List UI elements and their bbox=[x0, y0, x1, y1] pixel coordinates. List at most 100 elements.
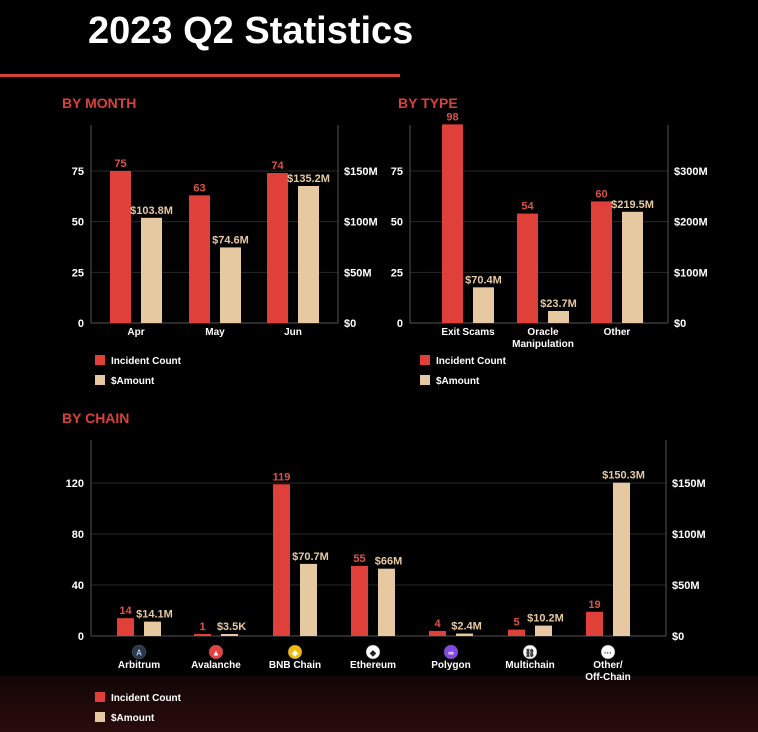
category-label: Off-Chain bbox=[585, 672, 631, 683]
right-tick-label: $0 bbox=[672, 631, 684, 643]
arbitrum-icon-glyph: A bbox=[136, 649, 142, 658]
right-tick-label: $150M bbox=[672, 478, 706, 490]
left-tick-label: 120 bbox=[66, 478, 84, 490]
arbitrum-icon bbox=[131, 644, 147, 660]
right-tick-label: $100M bbox=[674, 267, 708, 279]
incident-count-label: 1 bbox=[199, 621, 205, 633]
left-tick-label: 40 bbox=[72, 580, 84, 592]
legend-swatch-amount bbox=[95, 712, 105, 722]
bnb-chain-icon bbox=[287, 644, 303, 660]
category-label: Polygon bbox=[431, 660, 470, 671]
right-tick-label: $50M bbox=[672, 580, 700, 592]
amount-label: $10.2M bbox=[527, 613, 564, 625]
amount-bar bbox=[613, 482, 630, 636]
amount-bar bbox=[378, 568, 395, 636]
avalanche-icon bbox=[208, 644, 224, 660]
incident-count-label: 63 bbox=[193, 182, 205, 194]
legend-swatch-amount bbox=[420, 375, 430, 385]
category-label: Ethereum bbox=[350, 660, 396, 671]
category-label: Avalanche bbox=[191, 660, 241, 671]
amount-bar bbox=[298, 185, 319, 323]
amount-label: $135.2M bbox=[287, 173, 330, 185]
incident-count-label: 98 bbox=[446, 111, 458, 123]
other-icon-glyph: ··· bbox=[604, 649, 612, 658]
legend-label-amount: $Amount bbox=[111, 376, 155, 387]
left-tick-label: 50 bbox=[72, 217, 84, 229]
amount-bar bbox=[141, 217, 162, 323]
incident-count-label: 75 bbox=[114, 158, 126, 170]
left-tick-label: 75 bbox=[72, 166, 84, 178]
other-icon bbox=[600, 644, 616, 660]
amount-bar bbox=[548, 310, 569, 323]
left-tick-label: 50 bbox=[391, 217, 403, 229]
right-tick-label: $300M bbox=[674, 166, 708, 178]
legend-label-incident-count: Incident Count bbox=[111, 356, 182, 367]
incident-count-label: 5 bbox=[513, 617, 519, 629]
right-tick-label: $0 bbox=[344, 318, 356, 330]
legend-label-incident-count: Incident Count bbox=[111, 693, 182, 704]
amount-bar bbox=[144, 621, 161, 636]
left-tick-label: 75 bbox=[391, 166, 403, 178]
left-tick-label: 25 bbox=[72, 267, 84, 279]
incident-count-label: 60 bbox=[595, 188, 607, 200]
amount-label: $14.1M bbox=[136, 609, 173, 621]
page-title: 2023 Q2 Statistics bbox=[88, 10, 414, 52]
amount-label: $103.8M bbox=[130, 205, 173, 217]
amount-bar bbox=[220, 247, 241, 323]
amount-bar bbox=[300, 563, 317, 636]
right-tick-label: $0 bbox=[674, 318, 686, 330]
polygon-icon-glyph: ∞ bbox=[448, 649, 454, 658]
incident-count-bar bbox=[189, 195, 210, 323]
title-divider bbox=[0, 74, 400, 77]
left-tick-label: 0 bbox=[78, 631, 84, 643]
amount-label: $74.6M bbox=[212, 234, 249, 246]
incident-count-label: 19 bbox=[588, 599, 600, 611]
legend-swatch-incident-count bbox=[420, 355, 430, 365]
amount-label: $2.4M bbox=[451, 621, 482, 633]
section-heading-by-month: BY MONTH bbox=[62, 95, 137, 111]
ethereum-icon-glyph: ◆ bbox=[369, 649, 377, 658]
incident-count-bar bbox=[194, 634, 211, 636]
category-label: Arbitrum bbox=[118, 660, 160, 671]
right-tick-label: $200M bbox=[674, 217, 708, 229]
amount-label: $3.5K bbox=[217, 621, 246, 633]
category-label: Other/ bbox=[593, 660, 623, 671]
right-tick-label: $100M bbox=[344, 217, 378, 229]
incident-count-bar bbox=[110, 171, 131, 323]
incident-count-label: 4 bbox=[434, 618, 441, 630]
ethereum-icon bbox=[365, 644, 381, 660]
incident-count-bar bbox=[442, 124, 463, 324]
category-label: Manipulation bbox=[512, 339, 574, 350]
avalanche-icon-glyph: ▲ bbox=[212, 649, 220, 658]
category-label: May bbox=[205, 327, 225, 338]
incident-count-bar bbox=[351, 565, 368, 636]
left-tick-label: 0 bbox=[78, 318, 84, 330]
right-tick-label: $50M bbox=[344, 267, 372, 279]
legend-label-amount: $Amount bbox=[111, 713, 155, 724]
multichain-icon-glyph: ⛓ bbox=[525, 648, 535, 658]
section-heading-by-chain: BY CHAIN bbox=[62, 410, 130, 426]
category-label: BNB Chain bbox=[269, 660, 321, 671]
left-tick-label: 0 bbox=[397, 318, 403, 330]
legend-label-incident-count: Incident Count bbox=[436, 356, 507, 367]
footer-background bbox=[0, 676, 758, 732]
incident-count-label: 55 bbox=[353, 553, 365, 565]
right-tick-label: $100M bbox=[672, 529, 706, 541]
incident-count-bar bbox=[267, 173, 288, 323]
category-label: Apr bbox=[127, 327, 144, 338]
legend-swatch-amount bbox=[95, 375, 105, 385]
amount-bar bbox=[221, 634, 238, 636]
category-label: Exit Scams bbox=[441, 327, 495, 338]
incident-count-bar bbox=[586, 611, 603, 636]
incident-count-bar bbox=[508, 629, 525, 636]
category-label: Oracle bbox=[527, 327, 559, 338]
legend-swatch-incident-count bbox=[95, 692, 105, 702]
amount-label: $66M bbox=[375, 556, 403, 568]
amount-bar bbox=[473, 287, 494, 323]
incident-count-bar bbox=[429, 630, 446, 636]
incident-count-bar bbox=[273, 484, 290, 636]
section-heading-by-type: BY TYPE bbox=[398, 95, 458, 111]
left-tick-label: 25 bbox=[391, 267, 403, 279]
incident-count-bar bbox=[517, 213, 538, 323]
